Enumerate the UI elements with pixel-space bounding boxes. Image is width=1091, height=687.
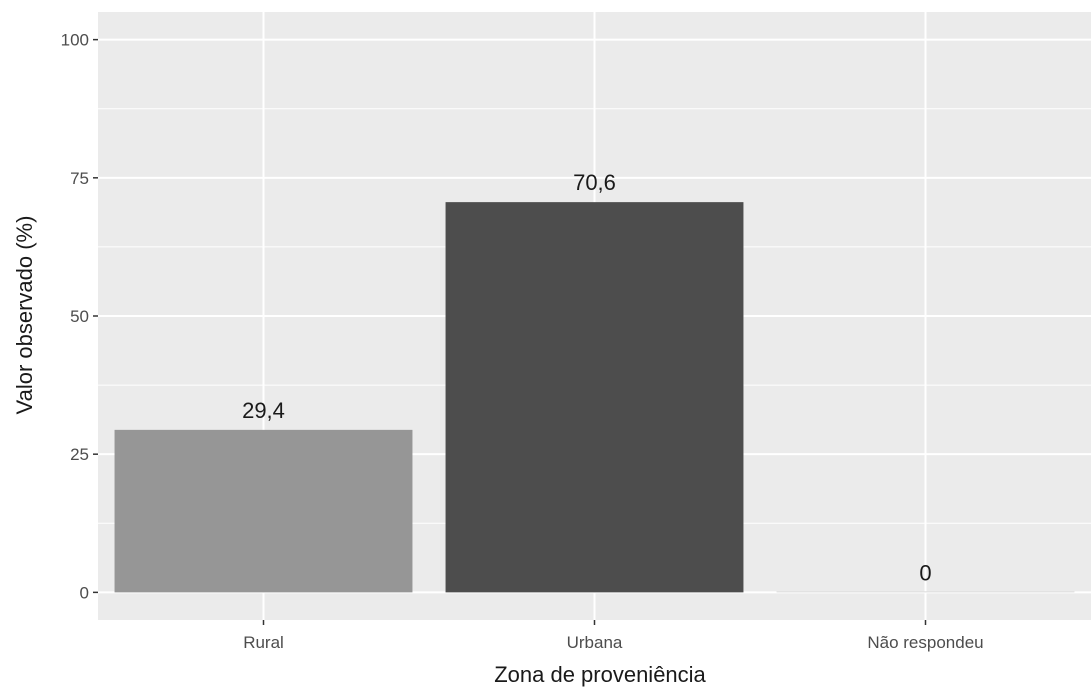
x-axis: Rural Urbana Não respondeu — [243, 620, 984, 652]
data-label: 29,4 — [242, 398, 285, 423]
bar-não-respondeu — [776, 591, 1075, 593]
x-tick-label: Urbana — [567, 633, 623, 652]
data-labels: 29,4 70,6 0 — [242, 170, 932, 585]
x-axis-title: Zona de proveniência — [494, 662, 706, 687]
y-axis-title: Valor observado (%) — [12, 216, 37, 415]
bar-urbana — [445, 202, 744, 593]
y-tick-label: 25 — [70, 445, 89, 464]
x-tick-label: Rural — [243, 633, 284, 652]
data-label: 0 — [919, 560, 931, 585]
bars — [114, 202, 1075, 593]
y-tick-label: 0 — [80, 583, 89, 602]
y-tick-label: 75 — [70, 169, 89, 188]
bar-rural — [114, 429, 413, 593]
y-tick-label: 100 — [61, 31, 89, 50]
data-label: 70,6 — [573, 170, 616, 195]
y-tick-label: 50 — [70, 307, 89, 326]
y-axis: 0 25 50 75 100 — [61, 31, 98, 602]
x-tick-label: Não respondeu — [867, 633, 983, 652]
